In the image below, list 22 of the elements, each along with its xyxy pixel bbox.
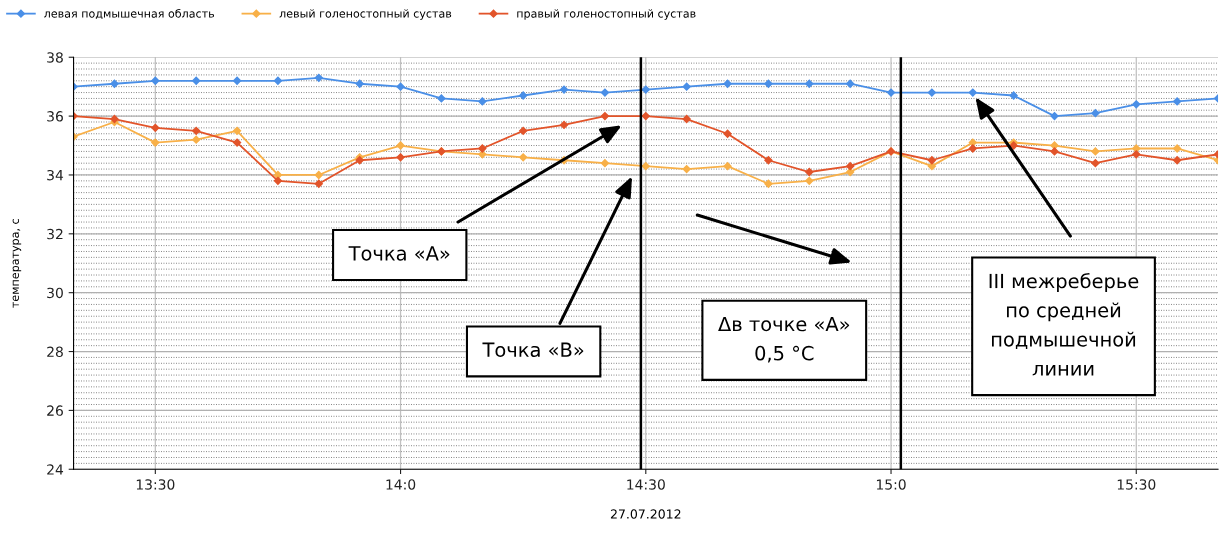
y-tick-label: 28 bbox=[47, 346, 63, 358]
x-tick-label: 14:30 bbox=[627, 479, 665, 490]
y-tick-label: 32 bbox=[47, 228, 63, 240]
legend-label: правый голеностопный сустав bbox=[517, 9, 696, 20]
y-tick-label: 26 bbox=[47, 405, 63, 416]
x-tick-label: 15:0 bbox=[876, 479, 906, 490]
y-tick-label: 30 bbox=[47, 287, 63, 299]
legend-label: левый голеностопный сустав bbox=[279, 9, 452, 20]
x-tick-label: 15:30 bbox=[1117, 479, 1156, 490]
annotation: Δв точке «А» 0,5 °C bbox=[718, 316, 850, 363]
legend-label: левая подмышечная область bbox=[44, 8, 215, 20]
x-tick-label: 13:30 bbox=[136, 479, 175, 490]
x-tick-label: 14:0 bbox=[386, 479, 416, 490]
annotation: III межреберье по средней подмышечной линии bbox=[989, 272, 1139, 376]
y-tick-label: 24 bbox=[47, 464, 64, 475]
annotation: Точка «В» bbox=[482, 342, 584, 358]
x-axis-title: 27.07.2012 bbox=[610, 509, 681, 519]
annotation: Точка «А» bbox=[348, 246, 450, 261]
y-axis-title: температура, с bbox=[12, 219, 22, 308]
y-tick-label: 36 bbox=[47, 111, 63, 122]
y-tick-label: 38 bbox=[47, 52, 63, 63]
y-tick-label: 34 bbox=[47, 169, 64, 181]
